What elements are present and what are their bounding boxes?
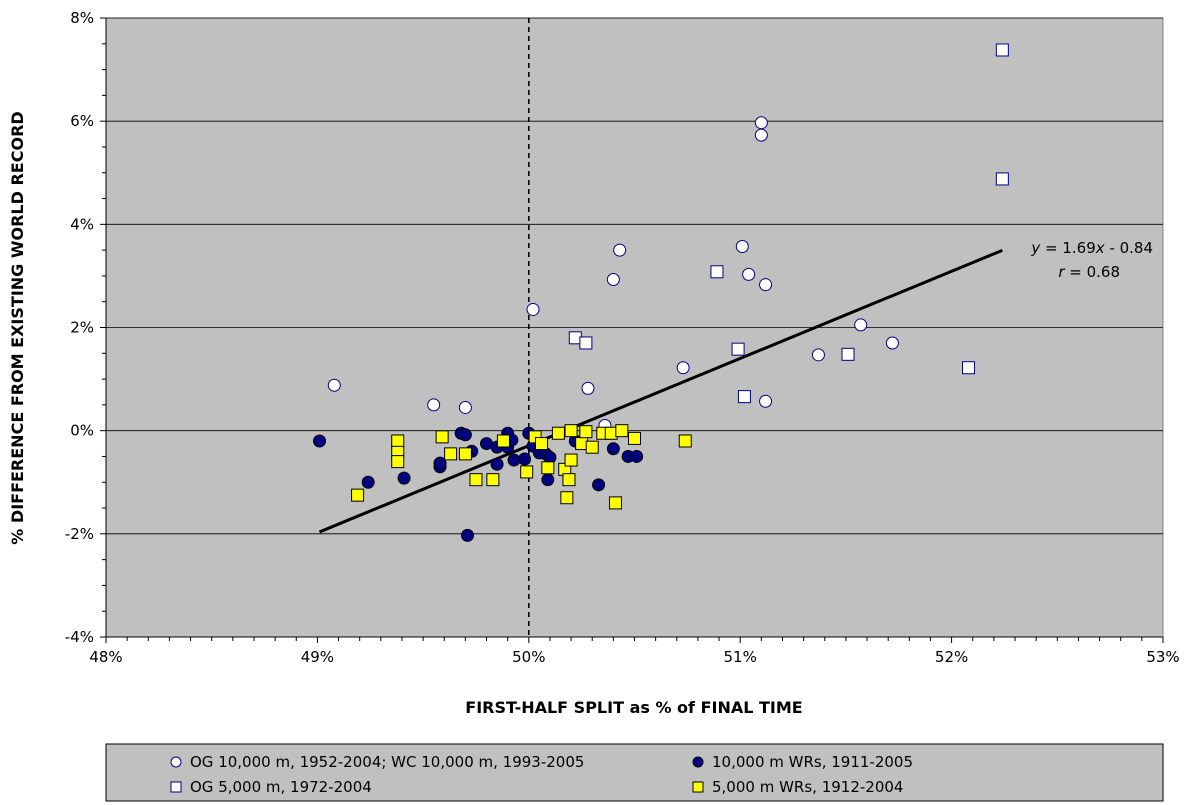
x-tick-label: 53% <box>1146 648 1179 666</box>
data-point-square <box>534 437 548 451</box>
data-point-square <box>560 491 574 505</box>
data-points <box>313 43 1009 542</box>
data-point-circle <box>742 267 756 281</box>
data-point-circle <box>606 273 620 287</box>
tick-labels: -4% -2% 0% 2% 4% 6% 8% 48% 49% 50% 51% 52% 53% <box>65 9 1180 666</box>
data-point-square <box>391 434 405 448</box>
axes <box>100 17 1164 643</box>
legend-marker <box>170 781 182 793</box>
data-point-square <box>562 473 576 487</box>
data-point-circle <box>427 398 441 412</box>
data-point-square <box>444 447 458 461</box>
data-point-square <box>710 265 724 279</box>
y-tick-label: 8% <box>70 9 94 27</box>
data-point-circle <box>327 378 341 392</box>
data-point-square <box>841 347 855 361</box>
data-point-circle <box>458 400 472 414</box>
data-point-square <box>628 431 641 445</box>
data-point-circle <box>606 442 620 456</box>
data-point-circle <box>613 243 627 257</box>
data-point-circle <box>490 457 504 471</box>
data-point-circle <box>592 478 606 492</box>
data-point-circle <box>313 434 327 448</box>
x-tick-label: 49% <box>301 648 334 666</box>
data-point-square <box>564 453 578 467</box>
trendline-equation: y = 1.69x - 0.84 <box>1030 239 1153 257</box>
data-point-square <box>551 426 565 440</box>
data-point-square <box>469 473 483 487</box>
data-point-circle <box>735 240 749 254</box>
x-axis-title: FIRST-HALF SPLIT as % of FINAL TIME <box>465 698 802 717</box>
data-point-square <box>458 447 472 461</box>
data-point-circle <box>518 452 532 466</box>
legend-label: 10,000 m WRs, 1911-2005 <box>712 753 913 771</box>
data-point-circle <box>811 348 825 362</box>
data-point-square <box>995 43 1009 57</box>
data-point-square <box>585 440 599 454</box>
legend-entries: OG 10,000 m, 1952-2004; WC 10,000 m, 199… <box>170 753 913 796</box>
data-point-square <box>351 488 365 502</box>
data-point-square <box>731 342 745 356</box>
data-point-square <box>391 455 405 469</box>
data-point-square <box>995 172 1009 186</box>
y-tick-label: 2% <box>70 319 94 337</box>
data-point-circle <box>759 278 773 292</box>
data-point-circle <box>854 318 868 332</box>
trendline-r-value: r = 0.68 <box>1058 263 1120 281</box>
x-tick-label: 52% <box>935 648 968 666</box>
y-tick-label: -2% <box>65 525 94 543</box>
grid-lines <box>106 17 1163 535</box>
x-tick-label: 50% <box>512 648 545 666</box>
trendline <box>318 248 1003 534</box>
x-tick-label: 51% <box>724 648 757 666</box>
x-tick-label: 48% <box>89 648 122 666</box>
data-point-square <box>520 465 534 479</box>
data-point-circle <box>759 394 773 408</box>
data-point-circle <box>885 336 899 350</box>
data-point-circle <box>458 428 472 442</box>
data-point-square <box>496 434 510 448</box>
legend-label: 5,000 m WRs, 1912-2004 <box>712 778 903 796</box>
data-point-circle <box>460 528 474 542</box>
legend-marker <box>692 781 704 793</box>
data-point-circle <box>397 471 411 485</box>
data-point-circle <box>526 302 540 316</box>
legend-label: OG 10,000 m, 1952-2004; WC 10,000 m, 199… <box>190 753 584 771</box>
y-tick-label: 6% <box>70 112 94 130</box>
data-point-square <box>615 424 629 438</box>
data-point-circle <box>581 381 595 395</box>
data-point-square <box>579 425 593 439</box>
y-tick-label: -4% <box>65 628 94 646</box>
data-point-circle <box>433 456 447 470</box>
data-point-square <box>486 473 500 487</box>
data-point-square <box>608 496 622 510</box>
legend-marker <box>692 756 704 768</box>
data-point-square <box>678 434 692 448</box>
data-point-circle <box>541 473 555 487</box>
data-point-circle <box>676 361 690 375</box>
data-point-square <box>737 390 751 404</box>
y-axis-title: % DIFFERENCE FROM EXISTING WORLD RECORD <box>8 111 27 544</box>
legend-box <box>105 743 1164 802</box>
data-point-square <box>579 336 593 350</box>
data-point-square <box>541 461 555 475</box>
data-point-circle <box>630 449 644 463</box>
data-point-square <box>564 424 578 438</box>
data-point-circle <box>361 475 375 489</box>
legend-label: OG 5,000 m, 1972-2004 <box>190 778 372 796</box>
data-point-circle <box>754 128 768 142</box>
data-point-circle <box>754 116 768 130</box>
data-point-square <box>435 430 449 444</box>
y-tick-label: 4% <box>70 215 94 233</box>
legend-marker <box>170 756 182 768</box>
legend: OG 10,000 m, 1952-2004; WC 10,000 m, 199… <box>105 743 1164 802</box>
trendline-group <box>318 248 1003 534</box>
data-point-square <box>962 361 976 375</box>
y-tick-label: 0% <box>70 422 94 440</box>
